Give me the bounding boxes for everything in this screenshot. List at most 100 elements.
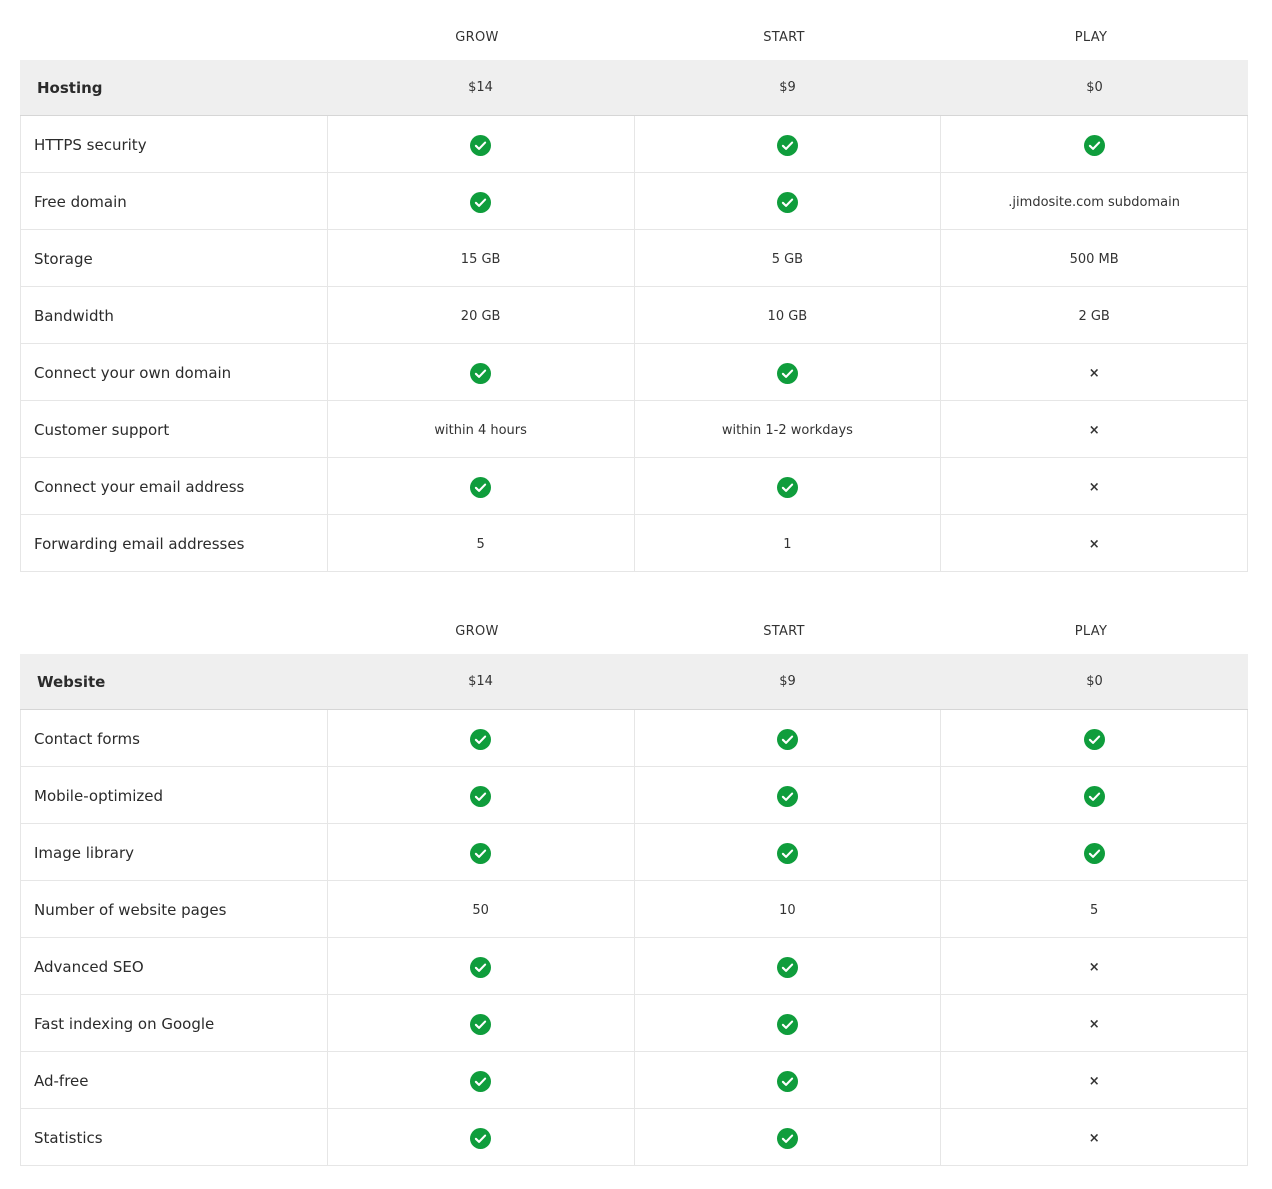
- feature-value-play: [941, 116, 1247, 172]
- feature-value-start: [635, 1109, 942, 1165]
- feature-value-play: 5: [941, 881, 1247, 937]
- feature-row-https-security: HTTPS security: [21, 116, 1247, 173]
- check-icon: [470, 786, 492, 807]
- feature-row-customer-support: Customer support within 4 hours within 1-2…: [21, 401, 1247, 458]
- feature-value-text: within 4 hours: [434, 423, 527, 438]
- feature-value-play: 500 MB: [941, 230, 1247, 286]
- feature-value-text: within 1-2 workdays: [721, 423, 853, 438]
- comparison-table-hosting: GROW START PLAY Hosting $14 $9 $0 HTTPS securit…: [20, 15, 1248, 572]
- feature-value-play: ×: [941, 1052, 1247, 1108]
- category-title: Website: [37, 673, 106, 691]
- feature-label: Mobile-optimized: [21, 767, 328, 823]
- feature-value-grow: [328, 995, 635, 1051]
- feature-value-grow: [328, 173, 635, 229]
- check-icon: [470, 729, 492, 750]
- feature-value-text: 20 GB: [460, 309, 501, 324]
- plan-name-start: START: [763, 30, 805, 45]
- feature-label: Ad-free: [21, 1052, 328, 1108]
- check-icon: [470, 192, 492, 213]
- category-price-row: Website $14 $9 $0: [20, 654, 1248, 710]
- plan-name-grow: GROW: [455, 30, 499, 45]
- feature-value-text: 10 GB: [767, 309, 808, 324]
- feature-value-grow: [328, 1052, 635, 1108]
- cross-icon: ×: [1088, 1017, 1100, 1032]
- feature-row-forwarding-email-addresses: Forwarding email addresses 5 1 ×: [21, 515, 1247, 572]
- feature-value-grow: [328, 767, 635, 823]
- feature-label: Customer support: [21, 401, 328, 457]
- feature-value-text: 5 GB: [771, 252, 804, 267]
- plan-price-grow: $14: [468, 80, 493, 95]
- feature-label: Image library: [21, 824, 328, 880]
- plan-name-start: START: [763, 624, 805, 639]
- feature-value-start: [635, 458, 942, 514]
- check-icon: [776, 843, 798, 864]
- check-icon: [776, 135, 798, 156]
- feature-value-text: 500 MB: [1069, 252, 1119, 267]
- check-icon: [776, 477, 798, 498]
- feature-value-start: 10: [635, 881, 942, 937]
- check-icon: [776, 1014, 798, 1035]
- check-icon: [470, 957, 492, 978]
- feature-value-grow: [328, 116, 635, 172]
- feature-value-start: [635, 173, 942, 229]
- feature-value-play: ×: [941, 1109, 1247, 1165]
- check-icon: [1083, 729, 1105, 750]
- feature-label: HTTPS security: [21, 116, 328, 172]
- feature-label: Advanced SEO: [21, 938, 328, 994]
- feature-row-image-library: Image library: [21, 824, 1247, 881]
- feature-value-text: 15 GB: [460, 252, 501, 267]
- feature-value-play: 2 GB: [941, 287, 1247, 343]
- feature-table: HTTPS security Free domain .jimdosite.com …: [20, 116, 1248, 572]
- cross-icon: ×: [1088, 1074, 1100, 1089]
- feature-label: Fast indexing on Google: [21, 995, 328, 1051]
- feature-row-storage: Storage 15 GB 5 GB 500 MB: [21, 230, 1247, 287]
- feature-value-play: ×: [941, 401, 1247, 457]
- feature-value-start: [635, 767, 942, 823]
- feature-value-grow: [328, 938, 635, 994]
- plan-name-play: PLAY: [1074, 30, 1108, 45]
- feature-value-grow: within 4 hours: [328, 401, 635, 457]
- plan-name-grow: GROW: [455, 624, 499, 639]
- feature-value-play: [941, 767, 1247, 823]
- feature-value-play: ×: [941, 344, 1247, 400]
- check-icon: [470, 1071, 492, 1092]
- check-icon: [776, 1071, 798, 1092]
- feature-value-start: [635, 116, 942, 172]
- feature-value-grow: [328, 824, 635, 880]
- feature-value-start: within 1-2 workdays: [635, 401, 942, 457]
- feature-value-text: 10: [779, 903, 796, 918]
- feature-value-play: ×: [941, 938, 1247, 994]
- feature-value-text: .jimdosite.com subdomain: [1008, 195, 1180, 210]
- feature-row-bandwidth: Bandwidth 20 GB 10 GB 2 GB: [21, 287, 1247, 344]
- feature-label: Contact forms: [21, 710, 328, 766]
- feature-row-contact-forms: Contact forms: [21, 710, 1247, 767]
- cross-icon: ×: [1088, 366, 1100, 381]
- plan-name-play: PLAY: [1074, 624, 1108, 639]
- feature-label: Number of website pages: [21, 881, 328, 937]
- feature-value-play: .jimdosite.com subdomain: [941, 173, 1247, 229]
- feature-value-start: [635, 938, 942, 994]
- check-icon: [776, 957, 798, 978]
- check-icon: [470, 135, 492, 156]
- check-icon: [1083, 843, 1105, 864]
- plan-price-play: $0: [1086, 80, 1103, 95]
- feature-row-connect-your-email-address: Connect your email address ×: [21, 458, 1247, 515]
- feature-row-advanced-seo: Advanced SEO ×: [21, 938, 1247, 995]
- plan-price-start: $9: [779, 674, 796, 689]
- cross-icon: ×: [1088, 423, 1100, 438]
- feature-row-free-domain: Free domain .jimdosite.com subdomain: [21, 173, 1247, 230]
- feature-value-start: 5 GB: [635, 230, 942, 286]
- feature-label: Storage: [21, 230, 328, 286]
- feature-row-mobile-optimized: Mobile-optimized: [21, 767, 1247, 824]
- feature-value-play: [941, 824, 1247, 880]
- check-icon: [470, 1014, 492, 1035]
- feature-label: Forwarding email addresses: [21, 515, 328, 571]
- feature-value-start: 10 GB: [635, 287, 942, 343]
- feature-value-text: 2 GB: [1078, 309, 1110, 324]
- feature-value-grow: 15 GB: [328, 230, 635, 286]
- feature-value-grow: [328, 344, 635, 400]
- cross-icon: ×: [1088, 537, 1100, 552]
- feature-label: Free domain: [21, 173, 328, 229]
- check-icon: [1083, 786, 1105, 807]
- feature-label: Connect your email address: [21, 458, 328, 514]
